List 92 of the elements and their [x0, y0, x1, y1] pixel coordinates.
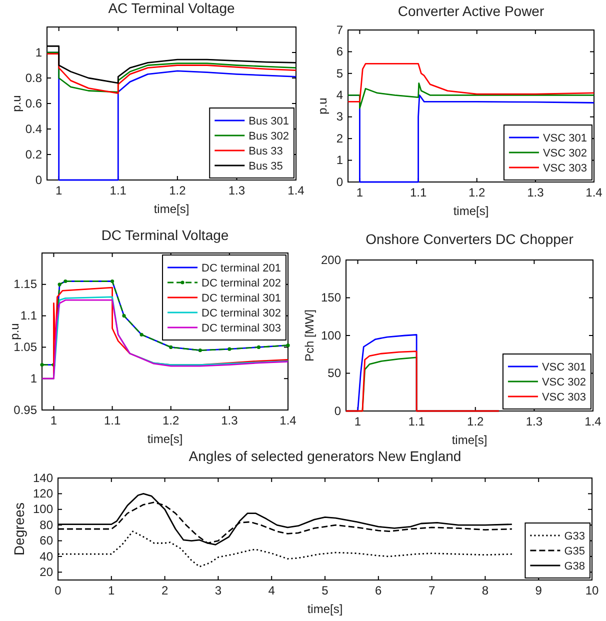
y-tick-label: 1.15 — [14, 277, 38, 292]
chart-title: Angles of selected generators New England — [188, 448, 462, 464]
y-tick-label: 50 — [328, 366, 342, 380]
y-axis-title: Pch [MW] — [302, 309, 316, 362]
y-tick-label: 1 — [30, 371, 38, 386]
x-axis-title: time[s] — [307, 602, 343, 616]
y-tick-label: 100 — [320, 328, 342, 342]
y-tick-label: 0.2 — [25, 147, 42, 162]
x-tick-label: 3 — [214, 584, 222, 598]
chart-title: DC Terminal Voltage — [101, 227, 229, 243]
y-tick-label: 140 — [32, 470, 54, 485]
y-tick-label: 1 — [35, 45, 42, 60]
x-tick-label: 1 — [108, 584, 116, 598]
x-tick-label: 1.2 — [467, 414, 484, 429]
legend-label: DC terminal 303 — [202, 322, 281, 334]
chart-title: Converter Active Power — [398, 3, 544, 19]
x-tick-label: 1.4 — [280, 414, 297, 428]
y-tick-label: 0 — [336, 174, 344, 189]
y-axis-title: p.u — [9, 95, 24, 112]
chart-title: AC Terminal Voltage — [108, 0, 236, 16]
y-axis-title: Degrees — [10, 502, 27, 556]
x-tick-label: 1.3 — [527, 186, 544, 200]
chart-title: Onshore Converters DC Chopper — [366, 231, 574, 247]
legend-label: G38 — [564, 560, 585, 572]
y-tick-label: 5 — [336, 66, 344, 80]
legend-label: DC terminal 201 — [202, 262, 281, 274]
x-tick-label: 6 — [375, 584, 382, 598]
x-axis-title: time[s] — [154, 202, 190, 216]
legend-label: Bus 35 — [248, 160, 283, 172]
y-tick-label: 0 — [35, 172, 42, 187]
y-tick-label: 0 — [334, 404, 342, 418]
legend-label: Bus 302 — [248, 130, 289, 142]
y-tick-label: 0.95 — [14, 402, 38, 417]
y-axis-title: p.u — [7, 323, 22, 340]
legend-label: Bus 301 — [248, 115, 289, 128]
x-tick-label: 1.3 — [221, 414, 238, 428]
x-tick-label: 10 — [585, 584, 599, 598]
legend-label: Bus 33 — [248, 145, 283, 158]
legend-label: VSC 302 — [542, 376, 586, 388]
y-tick-label: 60 — [40, 534, 54, 548]
x-axis-title: time[s] — [453, 204, 489, 218]
y-tick-label: 2 — [336, 131, 344, 146]
x-tick-label: 1.1 — [104, 414, 121, 428]
y-tick-label: 0.4 — [25, 122, 42, 136]
x-tick-label: 2 — [161, 584, 168, 598]
x-axis-title: time[s] — [147, 432, 183, 446]
legend-label: DC terminal 202 — [202, 277, 281, 290]
y-tick-label: 80 — [40, 518, 54, 532]
y-axis-title: p.u — [315, 98, 330, 114]
y-tick-label: 40 — [40, 549, 54, 564]
x-tick-label: 1.1 — [110, 184, 127, 198]
y-tick-label: 100 — [32, 502, 54, 516]
x-tick-label: 8 — [482, 584, 489, 598]
x-tick-label: 1 — [356, 186, 364, 200]
y-tick-label: 0.6 — [25, 96, 42, 110]
x-tick-label: 1.4 — [288, 184, 305, 198]
y-tick-label: 1.05 — [14, 340, 38, 354]
y-tick-label: 150 — [320, 290, 342, 305]
legend-label: G33 — [564, 530, 585, 542]
legend-label: VSC 301 — [542, 132, 587, 144]
y-tick-label: 4 — [336, 88, 344, 102]
y-tick-label: 20 — [40, 564, 54, 579]
y-tick-label: 200 — [320, 252, 342, 267]
legend-label: G35 — [564, 545, 585, 558]
legend-label: VSC 303 — [542, 162, 587, 174]
x-tick-label: 1.3 — [526, 414, 543, 429]
legend-label: VSC 302 — [542, 147, 587, 160]
x-tick-label: 1.2 — [169, 184, 186, 198]
y-tick-label: 120 — [32, 486, 54, 501]
y-tick-label: 7 — [336, 22, 344, 37]
y-tick-label: 1 — [336, 153, 344, 168]
x-tick-label: 1.2 — [162, 414, 180, 428]
x-tick-label: 1.1 — [410, 186, 427, 200]
legend-label: DC terminal 302 — [202, 307, 281, 320]
x-tick-label: 1.2 — [468, 186, 486, 200]
y-tick-label: 6 — [336, 44, 344, 59]
legend-label: DC terminal 301 — [202, 292, 281, 304]
x-tick-label: 1.3 — [228, 184, 246, 198]
y-tick-label: 3 — [336, 110, 344, 124]
y-tick-label: 1.1 — [20, 308, 38, 323]
x-tick-label: 1.4 — [586, 186, 603, 200]
x-tick-label: 1 — [354, 414, 362, 429]
x-tick-label: 7 — [428, 584, 436, 598]
legend-label: VSC 303 — [542, 391, 586, 404]
x-axis-title: time[s] — [452, 433, 488, 447]
x-tick-label: 4 — [268, 584, 276, 598]
x-tick-label: 1.1 — [408, 414, 426, 429]
y-tick-label: 0.8 — [25, 70, 42, 85]
x-tick-label: 9 — [535, 584, 542, 598]
x-tick-label: 1 — [56, 184, 63, 198]
x-tick-label: 1.4 — [584, 414, 602, 429]
legend-label: VSC 301 — [542, 361, 586, 374]
